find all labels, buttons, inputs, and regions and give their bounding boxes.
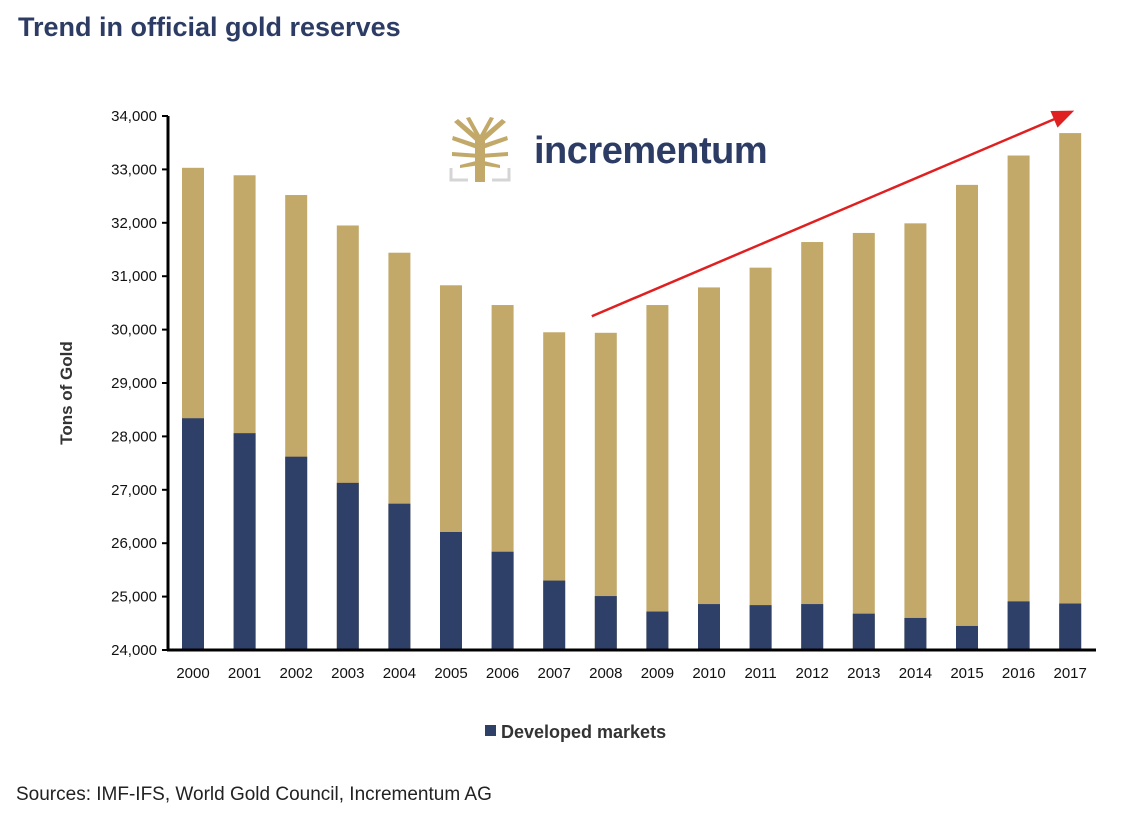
bar-total-2007 <box>543 332 566 650</box>
y-tick-label: 32,000 <box>111 215 157 232</box>
logo-bracket <box>449 168 511 182</box>
x-tick-label: 2012 <box>796 665 829 682</box>
x-tick-label: 2017 <box>1054 665 1087 682</box>
legend-label-developed-markets: Developed markets <box>501 722 666 742</box>
x-tick-label: 2008 <box>589 665 622 682</box>
bars <box>182 133 1082 651</box>
x-tick-label: 2003 <box>331 665 364 682</box>
x-tick-label: 2013 <box>847 665 880 682</box>
bar-total-2016 <box>1007 155 1030 651</box>
x-tick-label: 2004 <box>383 665 416 682</box>
x-tick-label: 2016 <box>1002 665 1035 682</box>
bar-total-2014 <box>904 223 927 651</box>
bar-developed-markets-2013 <box>852 613 875 650</box>
bar-developed-markets-2014 <box>904 617 927 650</box>
x-tick-label: 2006 <box>486 665 519 682</box>
y-tick-label: 25,000 <box>111 589 157 606</box>
bar-developed-markets-2010 <box>698 604 720 650</box>
y-tick-label: 28,000 <box>111 428 157 445</box>
legend: Developed markets <box>485 722 666 742</box>
source-note: Sources: IMF-IFS, World Gold Council, In… <box>16 784 492 805</box>
bar-developed-markets-2015 <box>956 625 978 650</box>
bar-developed-markets-2002 <box>285 456 308 650</box>
bar-total-2017 <box>1059 133 1082 650</box>
y-tick-label: 26,000 <box>111 535 157 552</box>
y-tick-label: 30,000 <box>111 322 157 339</box>
bar-total-2012 <box>801 242 824 651</box>
x-tick-label: 2001 <box>228 665 261 682</box>
logo-text: incrementum <box>534 130 767 172</box>
x-tick-label: 2009 <box>641 665 674 682</box>
y-tick-label: 29,000 <box>111 375 157 392</box>
x-tick-label: 2011 <box>744 665 776 682</box>
bar-developed-markets-2012 <box>801 604 824 650</box>
bar-total-2008 <box>594 332 617 650</box>
bar-developed-markets-2007 <box>543 580 566 650</box>
x-tick-label: 2014 <box>899 665 932 682</box>
y-tick-label: 27,000 <box>111 482 157 499</box>
y-tick-label: 31,000 <box>111 268 157 285</box>
bar-developed-markets-2016 <box>1007 601 1030 650</box>
x-tick-label: 2015 <box>950 665 983 682</box>
tree-logo-icon <box>452 117 508 182</box>
bar-developed-markets-2005 <box>440 531 462 650</box>
trend-arrow-line <box>591 115 1061 318</box>
y-tick-label: 33,000 <box>111 161 157 178</box>
bar-developed-markets-2000 <box>182 418 204 650</box>
bar-developed-markets-2004 <box>388 503 411 650</box>
bar-total-2009 <box>646 305 669 650</box>
logo: incrementum <box>449 117 768 182</box>
trend-arrow <box>591 110 1075 318</box>
x-tick-label: 2002 <box>280 665 313 682</box>
y-axis-label: Tons of Gold <box>57 341 76 445</box>
bar-total-2013 <box>852 232 875 651</box>
y-tick-label: 24,000 <box>111 642 157 659</box>
bar-total-2011 <box>749 267 772 650</box>
bar-developed-markets-2009 <box>646 611 669 650</box>
bar-developed-markets-2006 <box>491 551 514 650</box>
trend-arrow-head-icon <box>1050 110 1075 128</box>
y-tick-label: 34,000 <box>111 108 157 125</box>
bar-developed-markets-2008 <box>594 596 617 650</box>
bar-total-2015 <box>956 184 978 651</box>
x-tick-label: 2010 <box>692 665 725 682</box>
bar-developed-markets-2017 <box>1059 603 1082 650</box>
x-axis-ticks: 2000 2001 2002 2003 2004 2005 2006 2007 2008 2009… <box>176 665 1087 682</box>
x-tick-label: 2000 <box>176 665 209 682</box>
legend-swatch-developed-markets <box>485 725 496 736</box>
bar-developed-markets-2011 <box>749 605 772 650</box>
y-axis-ticks: 24,000 25,000 26,000 27,000 28,000 29,000 30,0… <box>111 108 168 659</box>
x-tick-label: 2005 <box>434 665 467 682</box>
bar-developed-markets-2003 <box>336 482 359 650</box>
chart-title: Trend in official gold reserves <box>18 12 401 42</box>
bar-total-2010 <box>698 287 720 650</box>
x-tick-label: 2007 <box>538 665 571 682</box>
bar-developed-markets-2001 <box>233 433 256 650</box>
